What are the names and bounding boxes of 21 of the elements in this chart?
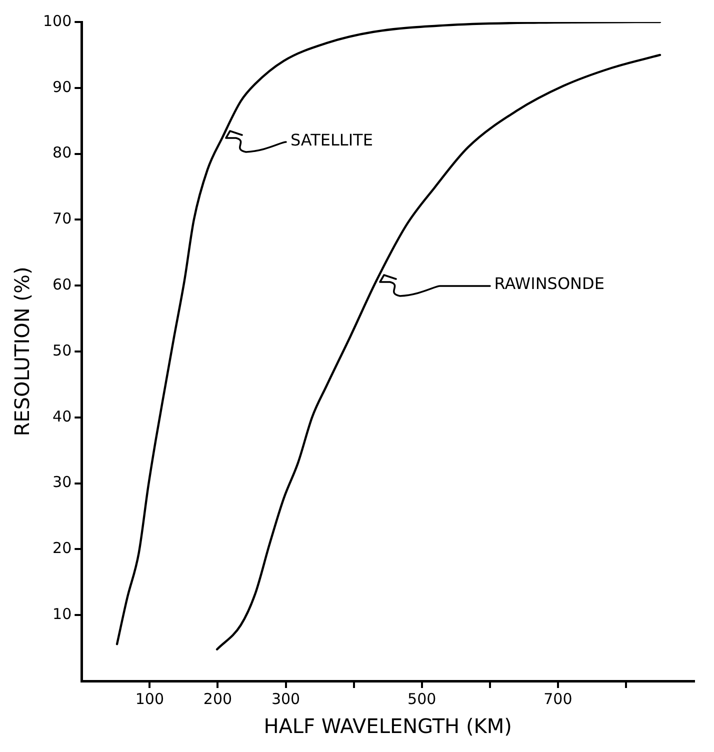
y-tick-label: 50 — [52, 341, 72, 360]
y-tick-label: 30 — [52, 473, 72, 492]
x-tick-label: 200 — [203, 690, 232, 708]
x-axis-title: HALF WAVELENGTH (KM) — [264, 714, 512, 738]
x-tick-label: 300 — [271, 690, 300, 708]
y-tick-label: 60 — [52, 275, 72, 294]
y-tick-label: 90 — [52, 78, 72, 96]
annotation: SATELLITE — [290, 130, 373, 150]
y-axis-title: RESOLUTION (%) — [10, 266, 34, 436]
y-tick-label: 70 — [52, 210, 72, 228]
y-tick-label: 20 — [52, 539, 72, 558]
x-tick-label: 700 — [544, 690, 572, 708]
y-tick-label: 100 — [42, 12, 72, 30]
y-tick-label: 10 — [52, 604, 72, 623]
y-tick-label: 40 — [52, 407, 72, 426]
x-tick-label: 500 — [408, 690, 436, 708]
annotation: RAWINSONDE — [494, 274, 604, 294]
x-tick-label: 100 — [135, 690, 164, 708]
y-tick-label: 80 — [52, 144, 72, 162]
line-series — [216, 54, 662, 650]
line-series — [116, 22, 662, 646]
